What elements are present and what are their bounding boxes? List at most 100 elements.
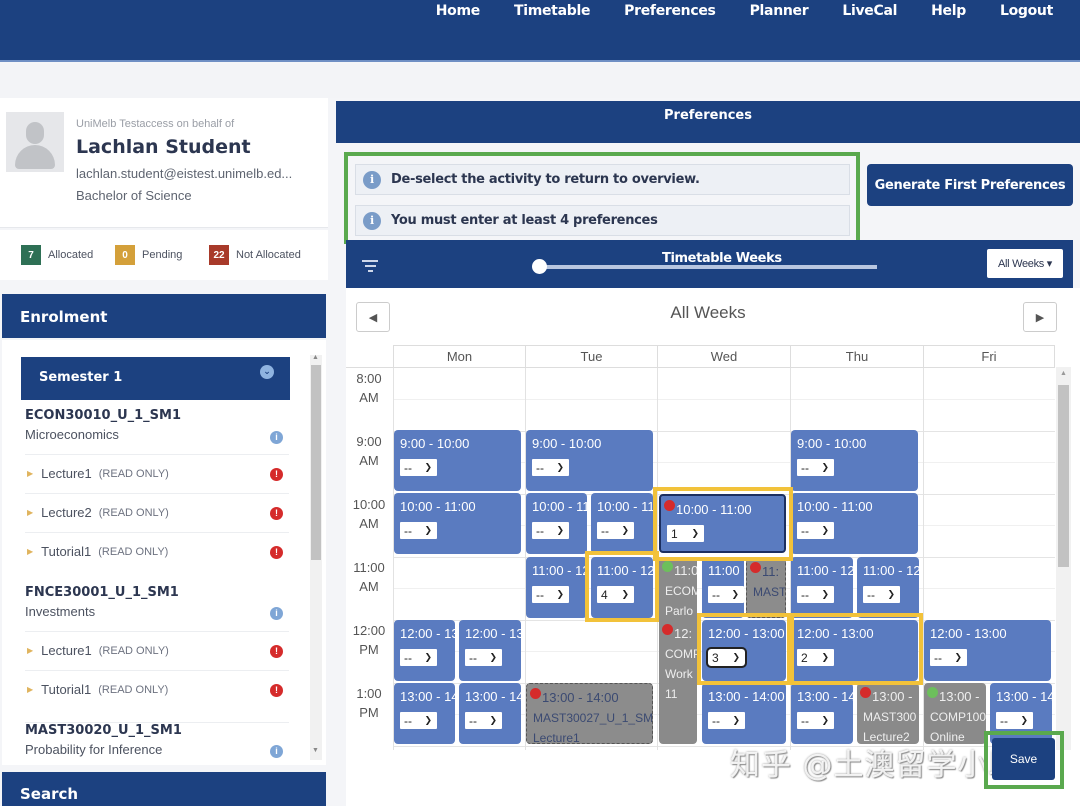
event-block[interactable]: 10:00 - 11:00 --❯ (394, 493, 521, 554)
event-block[interactable]: 13:00 - 14:00 --❯ (702, 683, 786, 744)
preference-select[interactable]: -- ❯ (930, 649, 967, 666)
course-item[interactable]: ECON30010_U_1_SM1 Microeconomics i (25, 408, 289, 444)
event-block[interactable]: 11:00 - 12:00 --❯ (857, 557, 919, 618)
caret-right-icon: ▶ (27, 508, 34, 517)
calendar-scrollbar[interactable]: ▲ (1056, 367, 1071, 750)
event-block-clash[interactable]: 13:00 - 14:00 MAST30027_U_1_SM1 Lecture1 (526, 683, 653, 744)
weeks-dropdown[interactable]: All Weeks ▾ (987, 249, 1063, 278)
event-block-allocated[interactable]: 13:00 - COMP100 Online (924, 683, 986, 744)
preference-select[interactable]: -- ❯ (400, 649, 437, 666)
scroll-thumb[interactable] (311, 365, 321, 560)
preference-select[interactable]: -- ❯ (465, 712, 502, 729)
event-block[interactable]: 10:00 - 11:00 --❯ (791, 493, 918, 554)
preference-select[interactable]: -- ❯ (400, 712, 437, 729)
event-block[interactable]: 12:00 - 13:00 3 ❯ (702, 620, 786, 681)
event-block-allocated[interactable]: 11:00 ECOM Parlo (659, 557, 697, 627)
next-week-button[interactable]: ▶ (1023, 302, 1057, 332)
error-icon (530, 688, 541, 699)
nav-preferences[interactable]: Preferences (624, 3, 716, 19)
week-slider-handle[interactable] (532, 259, 547, 274)
event-block[interactable]: 9:00 - 10:00 -- ❯ (791, 430, 918, 491)
save-button[interactable]: Save (992, 738, 1055, 780)
preference-select[interactable]: -- ❯ (465, 649, 502, 666)
preference-select[interactable]: -- ❯ (532, 459, 569, 476)
preference-select[interactable]: -- ❯ (863, 586, 900, 603)
event-block[interactable]: 13:00 - 14:00 --❯ (791, 683, 853, 744)
enrolment-scrollbar[interactable]: ▲ ▼ (310, 354, 322, 760)
scroll-up-icon[interactable]: ▲ (1060, 370, 1067, 377)
search-header[interactable]: Search (2, 772, 326, 806)
event-block[interactable]: 11:00 -- ❯ (702, 557, 744, 618)
event-block-clash[interactable]: 13:00 - MAST300 Lecture2 (857, 683, 919, 744)
activity-item[interactable]: ▶ Lecture1 (READ ONLY) ! (25, 631, 289, 669)
event-block[interactable]: 12:00 - 13:00 2 ❯ (791, 620, 918, 681)
enrolment-header[interactable]: Enrolment (2, 294, 326, 338)
preference-select[interactable]: -- ❯ (996, 712, 1033, 729)
nav-help[interactable]: Help (931, 3, 966, 19)
event-block[interactable]: 11:00 - 12:00 4❯ (591, 557, 653, 618)
read-only-tag: (READ ONLY) (98, 683, 169, 696)
info-icon[interactable]: i (270, 431, 283, 444)
event-block[interactable]: 9:00 - 10:00 -- ❯ (394, 430, 521, 491)
scroll-up-icon[interactable]: ▲ (312, 354, 319, 361)
highlight-annotation (984, 731, 1064, 789)
event-time: 13:00 - 14:00 (996, 689, 1052, 704)
event-block[interactable]: 12:00 - 13:00 --❯ (459, 620, 521, 681)
event-block[interactable]: 10:00 - 11:00 --❯ (526, 493, 587, 554)
event-block[interactable]: 11:00 - 12:00 --❯ (526, 557, 587, 618)
preference-select[interactable]: 2 ❯ (797, 649, 834, 666)
activity-item[interactable]: ▶ Tutorial1 (READ ONLY) ! (25, 670, 289, 708)
preference-select[interactable]: -- ❯ (400, 522, 437, 539)
event-block[interactable]: 12:00 - 13:00 --❯ (394, 620, 455, 681)
preference-select[interactable]: -- ❯ (797, 459, 834, 476)
chevron-down-icon[interactable]: ⌄ (260, 365, 274, 379)
week-slider-track[interactable] (540, 265, 877, 269)
preference-select[interactable]: -- ❯ (797, 712, 834, 729)
event-block-clash[interactable]: 11: MAST (746, 557, 786, 618)
event-block[interactable]: 13:00 - 14:00 --❯ (459, 683, 521, 744)
event-time: 10:00 - 11:00 (597, 499, 653, 514)
preference-select[interactable]: -- ❯ (797, 586, 834, 603)
preference-select[interactable]: 1 ❯ (667, 525, 704, 542)
preference-select[interactable]: -- ❯ (797, 522, 834, 539)
course-item[interactable]: FNCE30001_U_1_SM1 Investments i (25, 585, 289, 620)
activity-item[interactable]: ▶ Lecture2 (READ ONLY) ! (25, 493, 289, 531)
nav-planner[interactable]: Planner (749, 3, 809, 19)
event-course: MAST (753, 585, 786, 599)
event-course: ECOM (665, 584, 697, 598)
scroll-down-icon[interactable]: ▼ (312, 747, 319, 754)
nav-home[interactable]: Home (435, 3, 481, 19)
info-icon[interactable]: i (270, 607, 283, 620)
generate-first-preferences-button[interactable]: Generate First Preferences (867, 164, 1073, 206)
activity-item[interactable]: ▶ Tutorial1 (READ ONLY) ! (25, 532, 289, 570)
activity-item[interactable]: ▶ Lecture1 (READ ONLY) ! (25, 454, 289, 492)
preference-select[interactable]: -- ❯ (708, 586, 744, 603)
event-time: 11:00 - 12:00 (863, 563, 919, 578)
nav-logout[interactable]: Logout (999, 3, 1053, 19)
nav-livecal[interactable]: LiveCal (842, 3, 898, 19)
calendar-day-headers: Mon Tue Wed Thu Fri (393, 345, 1055, 368)
filter-icon[interactable] (362, 260, 378, 275)
preference-select[interactable]: -- ❯ (532, 522, 569, 539)
profile-card (0, 98, 328, 228)
preference-select[interactable]: -- ❯ (708, 712, 745, 729)
info-icon[interactable]: i (270, 745, 283, 758)
event-block-clash[interactable]: 12: COMP Work 11 (659, 620, 697, 744)
preference-select[interactable]: -- ❯ (597, 522, 634, 539)
preference-select[interactable]: 3 ❯ (706, 647, 747, 668)
preference-select[interactable]: 4 ❯ (597, 586, 634, 603)
event-block[interactable]: 9:00 - 10:00 -- ❯ (526, 430, 653, 491)
preference-select[interactable]: -- ❯ (400, 459, 437, 476)
nav-timetable[interactable]: Timetable (513, 3, 591, 19)
semester-header[interactable]: Semester 1 ⌄ (21, 357, 290, 400)
event-block[interactable]: 11:00 - 12:00 --❯ (791, 557, 853, 618)
event-block[interactable]: 13:00 - 14:00 --❯ (394, 683, 455, 744)
course-item[interactable]: MAST30020_U_1_SM1 Probability for Infere… (25, 722, 289, 758)
user-icon-body (15, 145, 55, 169)
event-block[interactable]: 12:00 - 13:00 --❯ (924, 620, 1051, 681)
event-block-selected[interactable]: 10:00 - 11:00 1 ❯ (659, 494, 786, 553)
event-block[interactable]: 10:00 - 11:00 --❯ (591, 493, 653, 554)
scroll-thumb[interactable] (1058, 385, 1069, 567)
preference-select[interactable]: -- ❯ (532, 586, 569, 603)
prev-week-button[interactable]: ◀ (356, 302, 390, 332)
